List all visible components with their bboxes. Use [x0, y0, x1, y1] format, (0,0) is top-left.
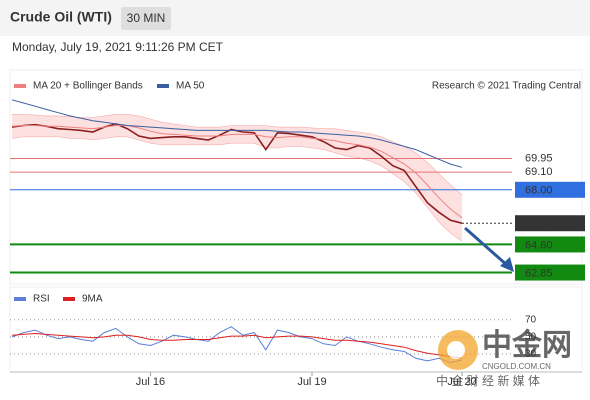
level-label: 69.95 [525, 152, 553, 164]
ma-line [11, 99, 463, 168]
legend-swatch [157, 84, 169, 88]
watermark-tagline: 中 金 财 经 新 媒 体 [436, 373, 540, 388]
arrow-head [500, 257, 514, 272]
rsi-tick-label: 70 [525, 314, 537, 325]
subtitle: Monday, July 19, 2021 9:11:26 PM CET [12, 40, 224, 54]
bollinger-upper [12, 114, 463, 195]
level-box [515, 264, 585, 281]
source: Research © 2021 Trading Central [432, 81, 581, 92]
watermark-logo-inner [447, 341, 465, 359]
watermark-url: CNGOLD.COM.CN [482, 362, 551, 371]
price-panel [9, 69, 583, 285]
legend-swatch [14, 297, 26, 301]
rsi-line [11, 326, 463, 364]
timeframe: 30 MIN [127, 11, 166, 25]
level-label: 69.10 [525, 166, 553, 178]
rsi-tick-label: 30 [525, 349, 537, 360]
level-label: 64.60 [525, 239, 553, 251]
timeframe-box [121, 7, 171, 30]
ma-line [11, 125, 463, 219]
bollinger-lower [11, 136, 463, 242]
level-label: 65.92 [525, 218, 553, 230]
legend-label: 9MA [82, 294, 103, 305]
level-label: 68.00 [525, 185, 553, 197]
level-label: 62.85 [525, 267, 553, 279]
watermark-brand: 中金网 [482, 328, 572, 362]
chart-title: Crude Oil (WTI) [10, 9, 112, 25]
legend-label: MA 20 + Bollinger Bands [33, 81, 143, 92]
rsi-tick-label: 50 [525, 332, 537, 343]
rsi-line [11, 332, 463, 359]
legend-label: RSI [33, 294, 50, 305]
level-box [515, 181, 585, 198]
level-box [515, 236, 585, 253]
x-tick-label: Jul 20 [447, 376, 476, 388]
legend-label: MA 50 [176, 81, 205, 92]
header-bar [0, 0, 590, 36]
x-tick-label: Jul 19 [297, 376, 326, 388]
x-tick-label: Jul 16 [136, 376, 165, 388]
level-box [515, 215, 585, 232]
legend-swatch [14, 84, 26, 88]
legend-swatch [63, 297, 75, 301]
bollinger-fill [12, 114, 462, 242]
forecast-arrow [464, 226, 509, 268]
